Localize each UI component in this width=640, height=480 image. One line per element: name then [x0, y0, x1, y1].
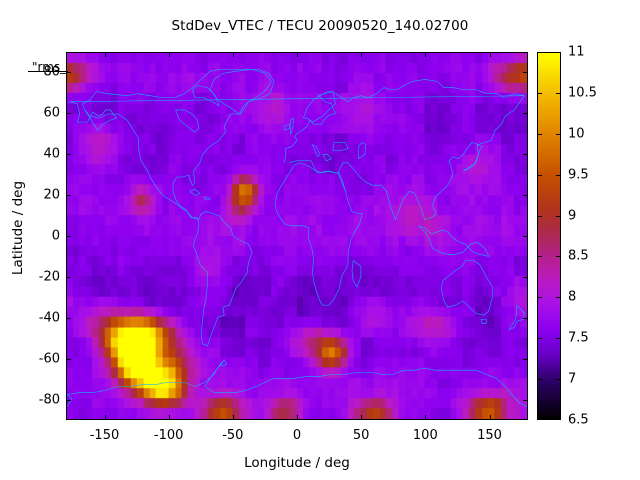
y-tick-mark	[523, 154, 528, 155]
y-tick-label: 60	[43, 105, 60, 121]
x-tick-mark	[233, 52, 234, 57]
y-tick-mark	[66, 195, 71, 196]
colorbar-tick-mark	[556, 297, 561, 298]
x-tick-mark	[425, 52, 426, 57]
y-tick-mark	[66, 400, 71, 401]
y-tick-mark	[66, 277, 71, 278]
plot-key-label: "rms_	[32, 60, 67, 74]
colorbar-tick-mark	[556, 175, 561, 176]
colorbar-tick-mark	[537, 297, 542, 298]
colorbar	[537, 52, 561, 420]
y-tick-label: 80	[43, 64, 60, 80]
colorbar-tick-label: 9.5	[568, 167, 589, 183]
colorbar-tick-mark	[537, 93, 542, 94]
x-tick-label: -150	[89, 428, 120, 443]
colorbar-tick-mark	[537, 216, 542, 217]
y-tick-mark	[523, 400, 528, 401]
y-tick-mark	[523, 277, 528, 278]
colorbar-tick-label: 8.5	[568, 248, 589, 264]
x-tick-mark	[361, 52, 362, 57]
x-tick-mark	[297, 52, 298, 57]
colorbar-tick-label: 7	[568, 371, 577, 387]
x-tick-mark	[105, 52, 106, 57]
x-tick-mark	[425, 415, 426, 420]
colorbar-tick-mark	[556, 134, 561, 135]
x-tick-label: 0	[292, 428, 302, 443]
colorbar-tick-label: 7.5	[568, 330, 589, 346]
page-title: StdDev_VTEC / TECU 20090520_140.02700	[171, 18, 469, 34]
colorbar-tick-mark	[537, 338, 542, 339]
colorbar-tick-mark	[556, 379, 561, 380]
y-tick-label: 20	[43, 187, 60, 203]
colorbar-tick-label: 10	[568, 126, 585, 142]
y-tick-label: -80	[38, 392, 60, 408]
colorbar-tick-label: 11	[568, 44, 585, 60]
x-tick-label: -50	[222, 428, 244, 443]
y-tick-mark	[66, 72, 71, 73]
y-tick-mark	[523, 236, 528, 237]
y-tick-label: -20	[38, 269, 60, 285]
colorbar-tick-mark	[556, 338, 561, 339]
x-tick-mark	[169, 415, 170, 420]
y-tick-label: 0	[51, 228, 60, 244]
x-tick-label: 50	[352, 428, 370, 443]
y-tick-mark	[523, 72, 528, 73]
y-tick-mark	[66, 154, 71, 155]
colorbar-tick-mark	[537, 379, 542, 380]
x-tick-mark	[169, 52, 170, 57]
y-axis-tick-labels: 80 60 40 20 0 -20 -40 -60 -80	[20, 0, 60, 480]
map-plot-area	[66, 52, 528, 420]
colorbar-tick-label: 10.5	[568, 85, 597, 101]
y-tick-label: -40	[38, 310, 60, 326]
x-tick-mark	[105, 415, 106, 420]
colorbar-tick-mark	[556, 93, 561, 94]
colorbar-gradient	[538, 53, 560, 419]
colorbar-tick-mark	[556, 216, 561, 217]
x-axis-title: Longitude / deg	[244, 455, 350, 471]
y-tick-mark	[523, 359, 528, 360]
x-tick-label: -100	[153, 428, 184, 443]
y-tick-mark	[66, 318, 71, 319]
colorbar-tick-label: 8	[568, 289, 577, 305]
colorbar-tick-label: 6.5	[568, 412, 589, 428]
y-tick-mark	[66, 113, 71, 114]
y-tick-mark	[523, 318, 528, 319]
colorbar-tick-mark	[556, 256, 561, 257]
x-tick-mark	[490, 415, 491, 420]
x-tick-mark	[361, 415, 362, 420]
y-tick-mark	[66, 236, 71, 237]
colorbar-tick-mark	[537, 175, 542, 176]
colorbar-tick-mark	[537, 256, 542, 257]
x-tick-label: 150	[477, 428, 502, 443]
y-tick-label: 40	[43, 146, 60, 162]
y-tick-mark	[523, 113, 528, 114]
y-tick-mark	[523, 195, 528, 196]
x-axis-tick-labels: -150 -100 -50 0 50 100 150	[0, 428, 640, 450]
x-tick-label: 100	[412, 428, 438, 443]
plot-key-line	[28, 71, 68, 72]
x-tick-mark	[233, 415, 234, 420]
y-tick-mark	[66, 359, 71, 360]
colorbar-tick-label: 9	[568, 208, 577, 224]
x-tick-mark	[490, 52, 491, 57]
y-tick-label: -60	[38, 351, 60, 367]
colorbar-tick-mark	[537, 134, 542, 135]
x-tick-mark	[297, 415, 298, 420]
